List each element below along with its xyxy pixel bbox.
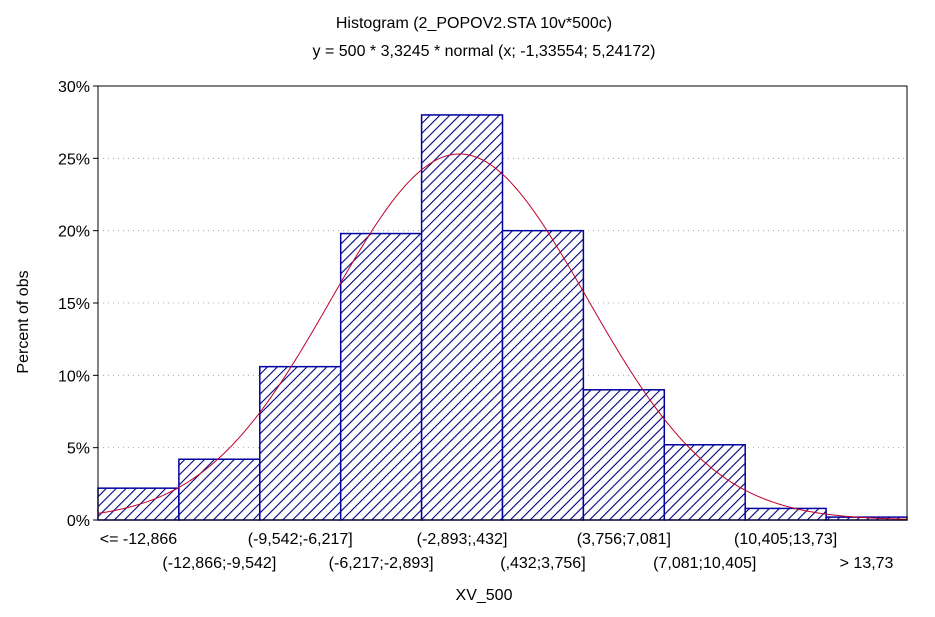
y-tick-label: 25% [58, 151, 90, 168]
chart-title: Histogram (2_POPOV2.STA 10v*500c) [336, 15, 612, 32]
y-tick-label: 0% [67, 513, 90, 530]
histogram-bar [663, 444, 746, 521]
y-tick-label: 10% [58, 368, 90, 385]
y-tick-label: 5% [67, 441, 90, 458]
x-tick-label: (7,081;10,405] [653, 555, 756, 572]
normal-fit-curve [97, 153, 908, 520]
histogram-bar [420, 114, 504, 521]
chart-subtitle: y = 500 * 3,3245 * normal (x; -1,33554; … [313, 43, 656, 60]
x-tick-label: (-2,893;,432] [417, 531, 508, 548]
y-axis-ticks: 0% 5% 10% 15% 20% 25% 30% [58, 79, 98, 530]
x-tick-label: (-6,217;-2,893] [329, 555, 434, 572]
y-tick-label: 30% [58, 79, 90, 96]
bars-group [97, 114, 908, 521]
x-axis-label: XV_500 [456, 587, 513, 604]
x-tick-label: (10,405;13,73] [734, 531, 837, 548]
x-tick-label: (,432;3,756] [500, 555, 585, 572]
y-axis-label: Percent of obs [15, 270, 32, 373]
histogram-bar [744, 507, 827, 521]
histogram-bar [259, 365, 342, 521]
histogram-bar [339, 232, 423, 521]
histogram-bar [582, 389, 666, 521]
x-tick-label: (3,756;7,081] [577, 531, 671, 548]
x-tick-label: (-9,542;-6,217] [248, 531, 353, 548]
x-tick-label: (-12,866;-9,542] [162, 555, 276, 572]
y-tick-label: 20% [58, 224, 90, 241]
histogram-bar [178, 458, 261, 521]
histogram-bar [501, 229, 585, 521]
x-tick-label: <= -12,866 [100, 531, 178, 548]
y-tick-label: 15% [58, 296, 90, 313]
x-tick-label: > 13,73 [840, 555, 894, 572]
x-axis-ticks: <= -12,866 (-12,866;-9,542] (-9,542;-6,217… [100, 531, 894, 572]
